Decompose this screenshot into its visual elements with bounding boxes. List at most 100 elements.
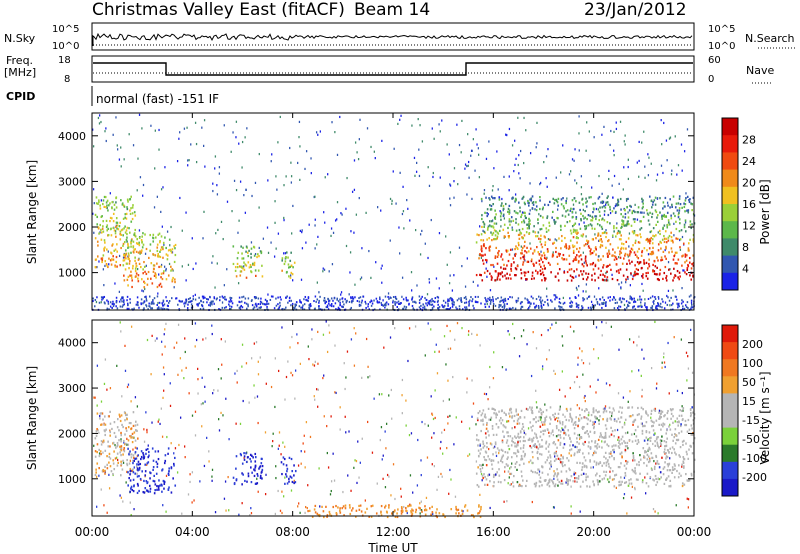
power-cell-5 xyxy=(565,210,567,213)
power-cell-4 xyxy=(687,242,690,245)
power-cell-1 xyxy=(135,250,138,253)
power-cell-0 xyxy=(118,225,121,228)
power-cell-0 xyxy=(104,195,107,199)
power-cell-5 xyxy=(674,214,676,218)
power-ground-dot xyxy=(330,305,333,308)
velocity-noise-dot xyxy=(480,472,483,476)
power-ground-dot xyxy=(618,305,620,308)
velocity-cell-4 xyxy=(645,412,648,415)
power-cell-4 xyxy=(635,273,637,276)
velocity-noise-dot xyxy=(593,348,595,351)
power-noise-dot xyxy=(578,149,580,152)
velocity-cell-4 xyxy=(531,438,533,441)
power-cell-4 xyxy=(560,247,562,250)
power-ground-dot xyxy=(500,299,502,302)
power-noise-dot xyxy=(578,223,580,226)
power-cell-5 xyxy=(523,201,526,204)
velocity-noise-dot xyxy=(382,477,384,480)
power-cell-4 xyxy=(685,259,688,262)
power-cell-2 xyxy=(236,257,239,260)
velocity-noise-dot xyxy=(357,440,359,443)
velocity-noise-dot xyxy=(663,352,665,355)
velocity-cell-4 xyxy=(484,413,486,416)
power-cell-4 xyxy=(568,247,571,250)
power-cell-4 xyxy=(619,250,621,253)
power-cell-4 xyxy=(501,275,504,278)
power-ground-dot xyxy=(485,300,488,303)
velocity-cell-4 xyxy=(606,443,608,446)
power-cell-5 xyxy=(566,221,569,224)
power-cell-1 xyxy=(137,258,140,261)
velocity-cell-4 xyxy=(663,466,666,469)
power-ground-dot xyxy=(293,306,295,309)
power-cell-4 xyxy=(631,260,633,263)
velocity-cell-4 xyxy=(670,412,673,415)
power-ground-dot xyxy=(285,296,287,299)
power-cell-4 xyxy=(574,256,577,259)
power-noise-dot xyxy=(299,145,301,148)
power-ground-dot xyxy=(559,302,562,305)
power-noise-dot xyxy=(183,127,186,130)
velocity-noise-dot xyxy=(605,321,607,325)
power-noise-dot xyxy=(284,252,287,255)
velocity-cell-4 xyxy=(611,478,614,481)
power-cell-4 xyxy=(572,251,575,254)
velocity-cell-4 xyxy=(598,410,600,413)
power-ground-dot xyxy=(539,300,542,303)
velocity-noise-dot xyxy=(161,353,163,356)
velocity-noise-dot xyxy=(259,356,261,359)
power-ground-dot xyxy=(138,306,140,309)
power-noise-dot xyxy=(673,222,675,225)
velocity-noise-dot xyxy=(452,375,454,379)
power-ground-dot xyxy=(142,302,144,305)
power-ground-dot xyxy=(348,300,351,303)
power-ground-dot xyxy=(358,303,361,306)
velocity-noise-dot xyxy=(686,497,688,500)
velocity-noise-dot xyxy=(122,500,124,503)
power-ground-dot xyxy=(456,307,458,310)
power-noise-dot xyxy=(359,118,361,121)
velocity-cell-1 xyxy=(130,487,132,490)
power-cell-1 xyxy=(152,253,154,256)
velocity-cell-4 xyxy=(478,410,481,413)
power-cell-5 xyxy=(669,198,672,201)
freq-left-unit: [MHz] xyxy=(4,66,36,79)
power-noise-dot xyxy=(523,255,526,258)
velocity-cell-0 xyxy=(116,464,119,467)
power-cell-4 xyxy=(616,279,619,282)
velocity-noise-dot xyxy=(401,378,404,382)
power-ground-dot xyxy=(654,296,656,299)
power-noise-dot xyxy=(217,228,219,232)
power-cell-5 xyxy=(571,199,574,202)
velocity-cell-4 xyxy=(594,441,596,444)
power-cell-0 xyxy=(112,212,115,216)
power-noise-dot xyxy=(316,243,318,246)
velocity-cell-4 xyxy=(643,439,646,442)
power-ground-dot xyxy=(150,301,153,304)
velocity-noise-dot xyxy=(506,500,508,503)
velocity-noise-dot xyxy=(520,335,523,338)
power-cell-4 xyxy=(496,237,498,240)
velocity-cell-4 xyxy=(643,455,645,458)
power-cell-5 xyxy=(679,222,681,225)
power-cell-5 xyxy=(519,210,521,213)
power-ground-dot xyxy=(186,307,189,310)
power-cell-5 xyxy=(607,195,609,198)
velocity-noise-dot xyxy=(367,376,369,379)
power-noise-dot xyxy=(682,269,684,272)
velocity-cell-4 xyxy=(609,417,612,420)
velocity-noise-dot xyxy=(448,492,450,495)
velocity-noise-dot xyxy=(433,465,436,468)
velocity-noise-dot xyxy=(584,399,586,403)
velocity-noise-dot xyxy=(211,475,213,478)
velocity-cell-4 xyxy=(674,464,676,467)
power-cell-4 xyxy=(496,276,499,279)
power-cell-5 xyxy=(483,223,486,226)
power-ground-dot xyxy=(646,306,648,309)
power-ground-dot xyxy=(499,304,501,307)
power-cell-4 xyxy=(488,245,491,249)
velocity-cell-4 xyxy=(521,485,523,488)
velocity-cell-4 xyxy=(658,411,660,414)
power-cell-4 xyxy=(594,279,596,282)
power-cell-5 xyxy=(650,230,653,233)
